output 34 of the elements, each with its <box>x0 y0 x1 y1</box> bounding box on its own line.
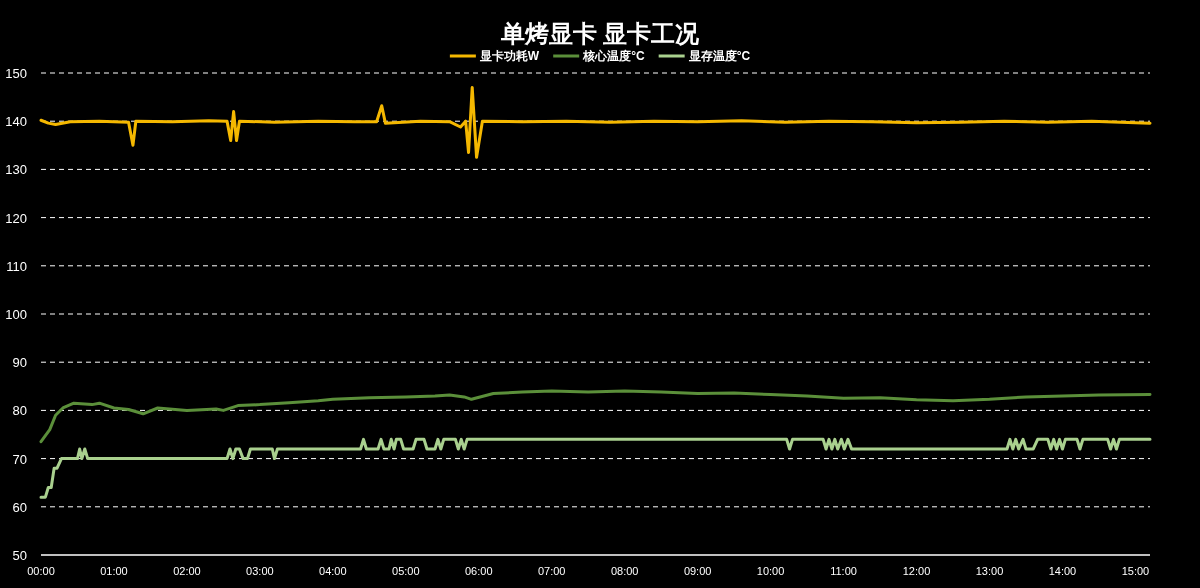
chart-title: 单烤显卡 显卡工况 <box>499 20 701 47</box>
x-tick-label: 12:00 <box>902 565 931 577</box>
x-tick-label: 11:00 <box>830 565 857 577</box>
line-series <box>39 437 1152 499</box>
y-tick-label: 60 <box>12 499 27 515</box>
x-tick-label: 05:00 <box>392 565 420 577</box>
legend-label: 核心温度°C <box>582 49 645 63</box>
x-tick-label: 04:00 <box>319 565 347 577</box>
line-series <box>39 389 1152 444</box>
x-tick-label: 07:00 <box>537 565 566 577</box>
x-tick-label: 02:00 <box>173 565 201 577</box>
x-tick-label: 08:00 <box>610 565 639 577</box>
x-tick-label: 03:00 <box>246 565 274 577</box>
y-tick-label: 110 <box>6 258 27 274</box>
x-tick-label: 09:00 <box>683 565 712 577</box>
y-tick-label: 130 <box>5 162 27 178</box>
y-tick-label: 120 <box>5 210 27 226</box>
x-tick-label: 13:00 <box>975 565 1004 577</box>
legend-label: 显卡功耗W <box>478 49 540 63</box>
y-tick-label: 100 <box>5 307 27 322</box>
y-tick-label: 150 <box>5 66 27 81</box>
y-tick-label: 50 <box>12 548 27 563</box>
x-tick-label: 15:00 <box>1121 565 1150 577</box>
x-tick-label: 06:00 <box>465 565 493 577</box>
y-tick-label: 90 <box>12 355 27 371</box>
legend-label: 显存温度°C <box>687 49 751 63</box>
line-series <box>39 85 1152 159</box>
y-tick-label: 140 <box>5 114 27 130</box>
x-tick-label: 01:00 <box>100 565 128 577</box>
y-tick-label: 70 <box>12 451 27 467</box>
y-tick-label: 80 <box>12 403 27 419</box>
x-tick-label: 00:00 <box>27 565 55 577</box>
x-tick-label: 10:00 <box>756 565 785 577</box>
x-tick-label: 14:00 <box>1048 565 1077 577</box>
